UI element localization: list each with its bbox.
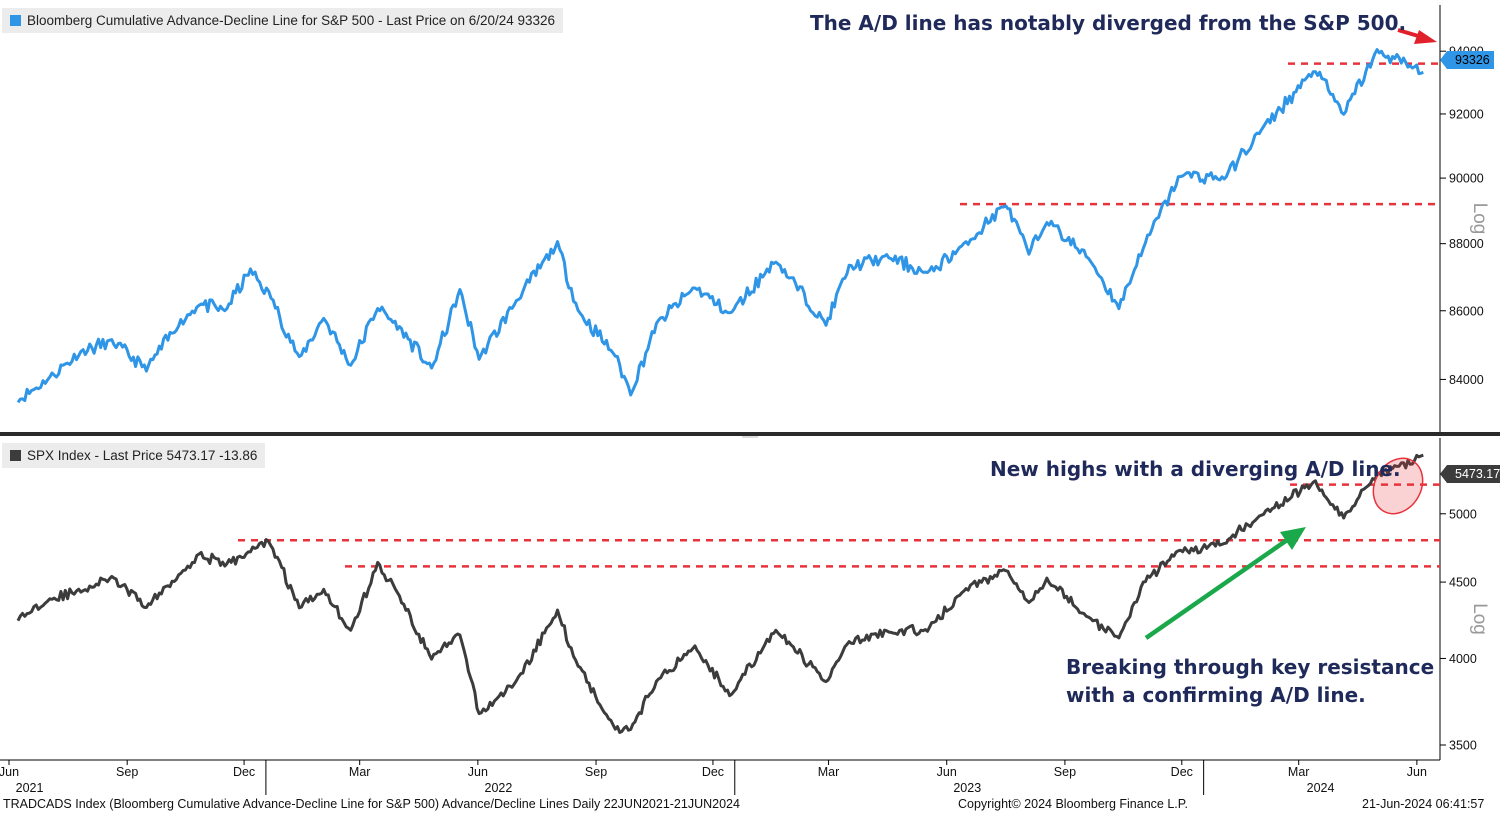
x-year-label: 2023	[953, 781, 981, 795]
new-highs-annotation: New highs with a diverging A/D line.	[990, 457, 1401, 481]
x-axis: Jun Sep Dec Mar Jun Sep Dec Mar Jun Sep Dec Mar Jun 2…	[0, 759, 1440, 795]
ad-line-log-label: Log	[1469, 203, 1490, 235]
chart-decorations	[0, 28, 1500, 640]
x-tick-label: Sep	[1054, 765, 1076, 779]
spx-legend: SPX Index - Last Price 5473.17 -13.86	[2, 443, 266, 468]
spx-legend-swatch	[10, 450, 21, 461]
ad-line-panel: 840008600088000900009200094000Log	[16, 5, 1490, 432]
x-year-label: 2024	[1307, 781, 1335, 795]
breakout-annotation-line1: Breaking through key resistance	[1066, 655, 1435, 679]
red-arrowhead	[1414, 30, 1437, 44]
spx-y-tick-label: 3500	[1449, 739, 1477, 753]
ad-line-y-tick-label: 86000	[1449, 304, 1484, 318]
spx-series-line	[16, 453, 1424, 734]
footer-copyright: Copyright© 2024 Bloomberg Finance L.P.	[958, 797, 1188, 811]
x-tick-label: Jun	[0, 765, 19, 779]
x-tick-label: Sep	[585, 765, 607, 779]
x-tick-label: Dec	[702, 765, 724, 779]
footer-source: TRADCADS Index (Bloomberg Cumulative Adv…	[3, 797, 740, 811]
green-arrowhead	[1280, 527, 1306, 550]
ad-divergence-annotation: The A/D line has notably diverged from t…	[810, 11, 1407, 35]
spx-legend-text: SPX Index - Last Price 5473.17 -13.86	[27, 448, 258, 463]
spx-y-tick-label: 4000	[1449, 652, 1477, 666]
ad-line-series-line	[16, 48, 1424, 404]
ad-line-y-tick-label: 88000	[1449, 237, 1484, 251]
x-tick-label: Mar	[818, 765, 840, 779]
breakout-annotation-line2: with a confirming A/D line.	[1066, 683, 1366, 707]
green-arrow-shaft	[1144, 536, 1292, 640]
x-tick-label: Jun	[937, 765, 957, 779]
footer-timestamp: 21-Jun-2024 06:41:57	[1362, 797, 1485, 811]
x-tick-label: Mar	[349, 765, 371, 779]
ad-line-y-tick-label: 90000	[1449, 172, 1484, 186]
panel-divider	[0, 432, 1500, 436]
x-tick-label: Jun	[1407, 765, 1427, 779]
spx-last-price-tag: 5473.17	[1439, 465, 1500, 483]
x-tick-label: Dec	[233, 765, 255, 779]
spx-y-tick-label: 4500	[1449, 576, 1477, 590]
x-year-label: 2021	[16, 781, 44, 795]
ad-line-legend-swatch	[10, 15, 21, 26]
x-year-label: 2022	[485, 781, 513, 795]
ad-line-y-tick-label: 84000	[1449, 373, 1484, 387]
spx-y-tick-label: 5000	[1449, 507, 1477, 521]
ad-line-legend-text: Bloomberg Cumulative Advance-Decline Lin…	[27, 13, 556, 28]
x-tick-label: Jun	[468, 765, 488, 779]
ad-line-legend: Bloomberg Cumulative Advance-Decline Lin…	[2, 8, 564, 33]
x-tick-label: Sep	[116, 765, 138, 779]
x-tick-label: Dec	[1171, 765, 1193, 779]
spx-log-label: Log	[1469, 603, 1490, 635]
new-high-highlight	[1372, 457, 1424, 515]
spx-panel: 3500 4000 4500 5000 Log	[16, 438, 1490, 760]
ad-last-price-tag: 93326	[1440, 51, 1494, 69]
x-tick-label: Mar	[1288, 765, 1310, 779]
ad-line-y-tick-label: 92000	[1449, 107, 1484, 121]
